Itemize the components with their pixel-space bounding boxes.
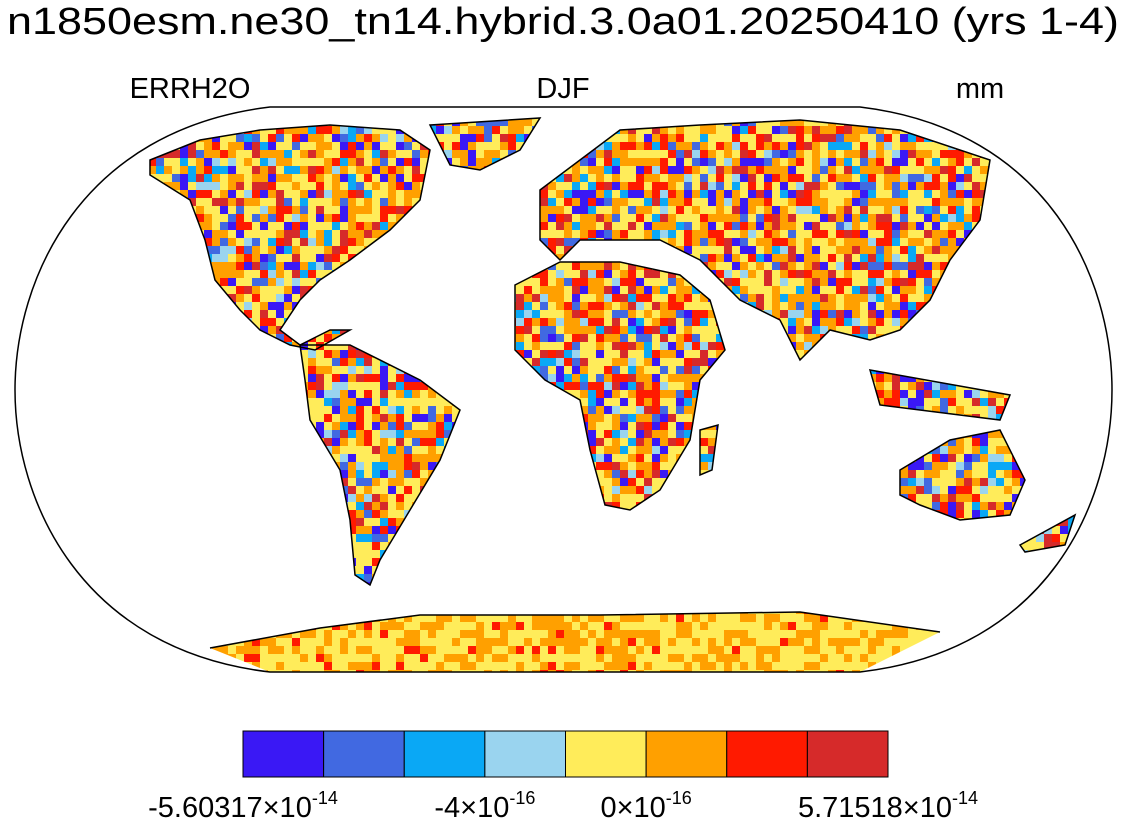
colorbar-label-exponent: -14 (952, 788, 978, 808)
colorbar-box (242, 730, 325, 778)
colorbar-box (403, 730, 486, 778)
season-label: DJF (536, 73, 589, 105)
colorbar: -5.60317×10-14 -4×10-16 0×10-16 5.71518×10-… (148, 730, 978, 824)
colorbar-label-exponent: -16 (509, 788, 535, 808)
colorbar-box (484, 730, 566, 778)
colorbar-box (726, 730, 808, 778)
variable-label: ERRH2O (130, 73, 251, 105)
colorbar-label-mantissa: 0×10 (600, 792, 665, 824)
colorbar-label-exponent: -16 (666, 788, 692, 808)
colorbar-box (645, 730, 728, 778)
colorbar-label: 5.71518×10-14 (798, 788, 978, 824)
colorbar-label-mantissa: -4×10 (434, 792, 509, 824)
colorbar-box (806, 730, 889, 778)
map-border (14, 106, 1113, 673)
map-field (150, 118, 1075, 672)
units-label: mm (956, 73, 1004, 105)
colorbar-label: -5.60317×10-14 (148, 788, 338, 824)
colorbar-label-mantissa: -5.60317×10 (148, 792, 312, 824)
colorbar-label-exponent: -14 (312, 788, 338, 808)
colorbar-label-mantissa: 5.71518×10 (798, 792, 952, 824)
colorbar-box (323, 730, 405, 778)
colorbar-label: -4×10-16 (434, 788, 535, 824)
colorbar-label: 0×10-16 (600, 788, 691, 824)
coastlines (149, 117, 1077, 649)
colorbar-box (565, 730, 647, 778)
title: n1850esm.ne30_tn14.hybrid.3.0a01.2025041… (7, 1, 1119, 43)
